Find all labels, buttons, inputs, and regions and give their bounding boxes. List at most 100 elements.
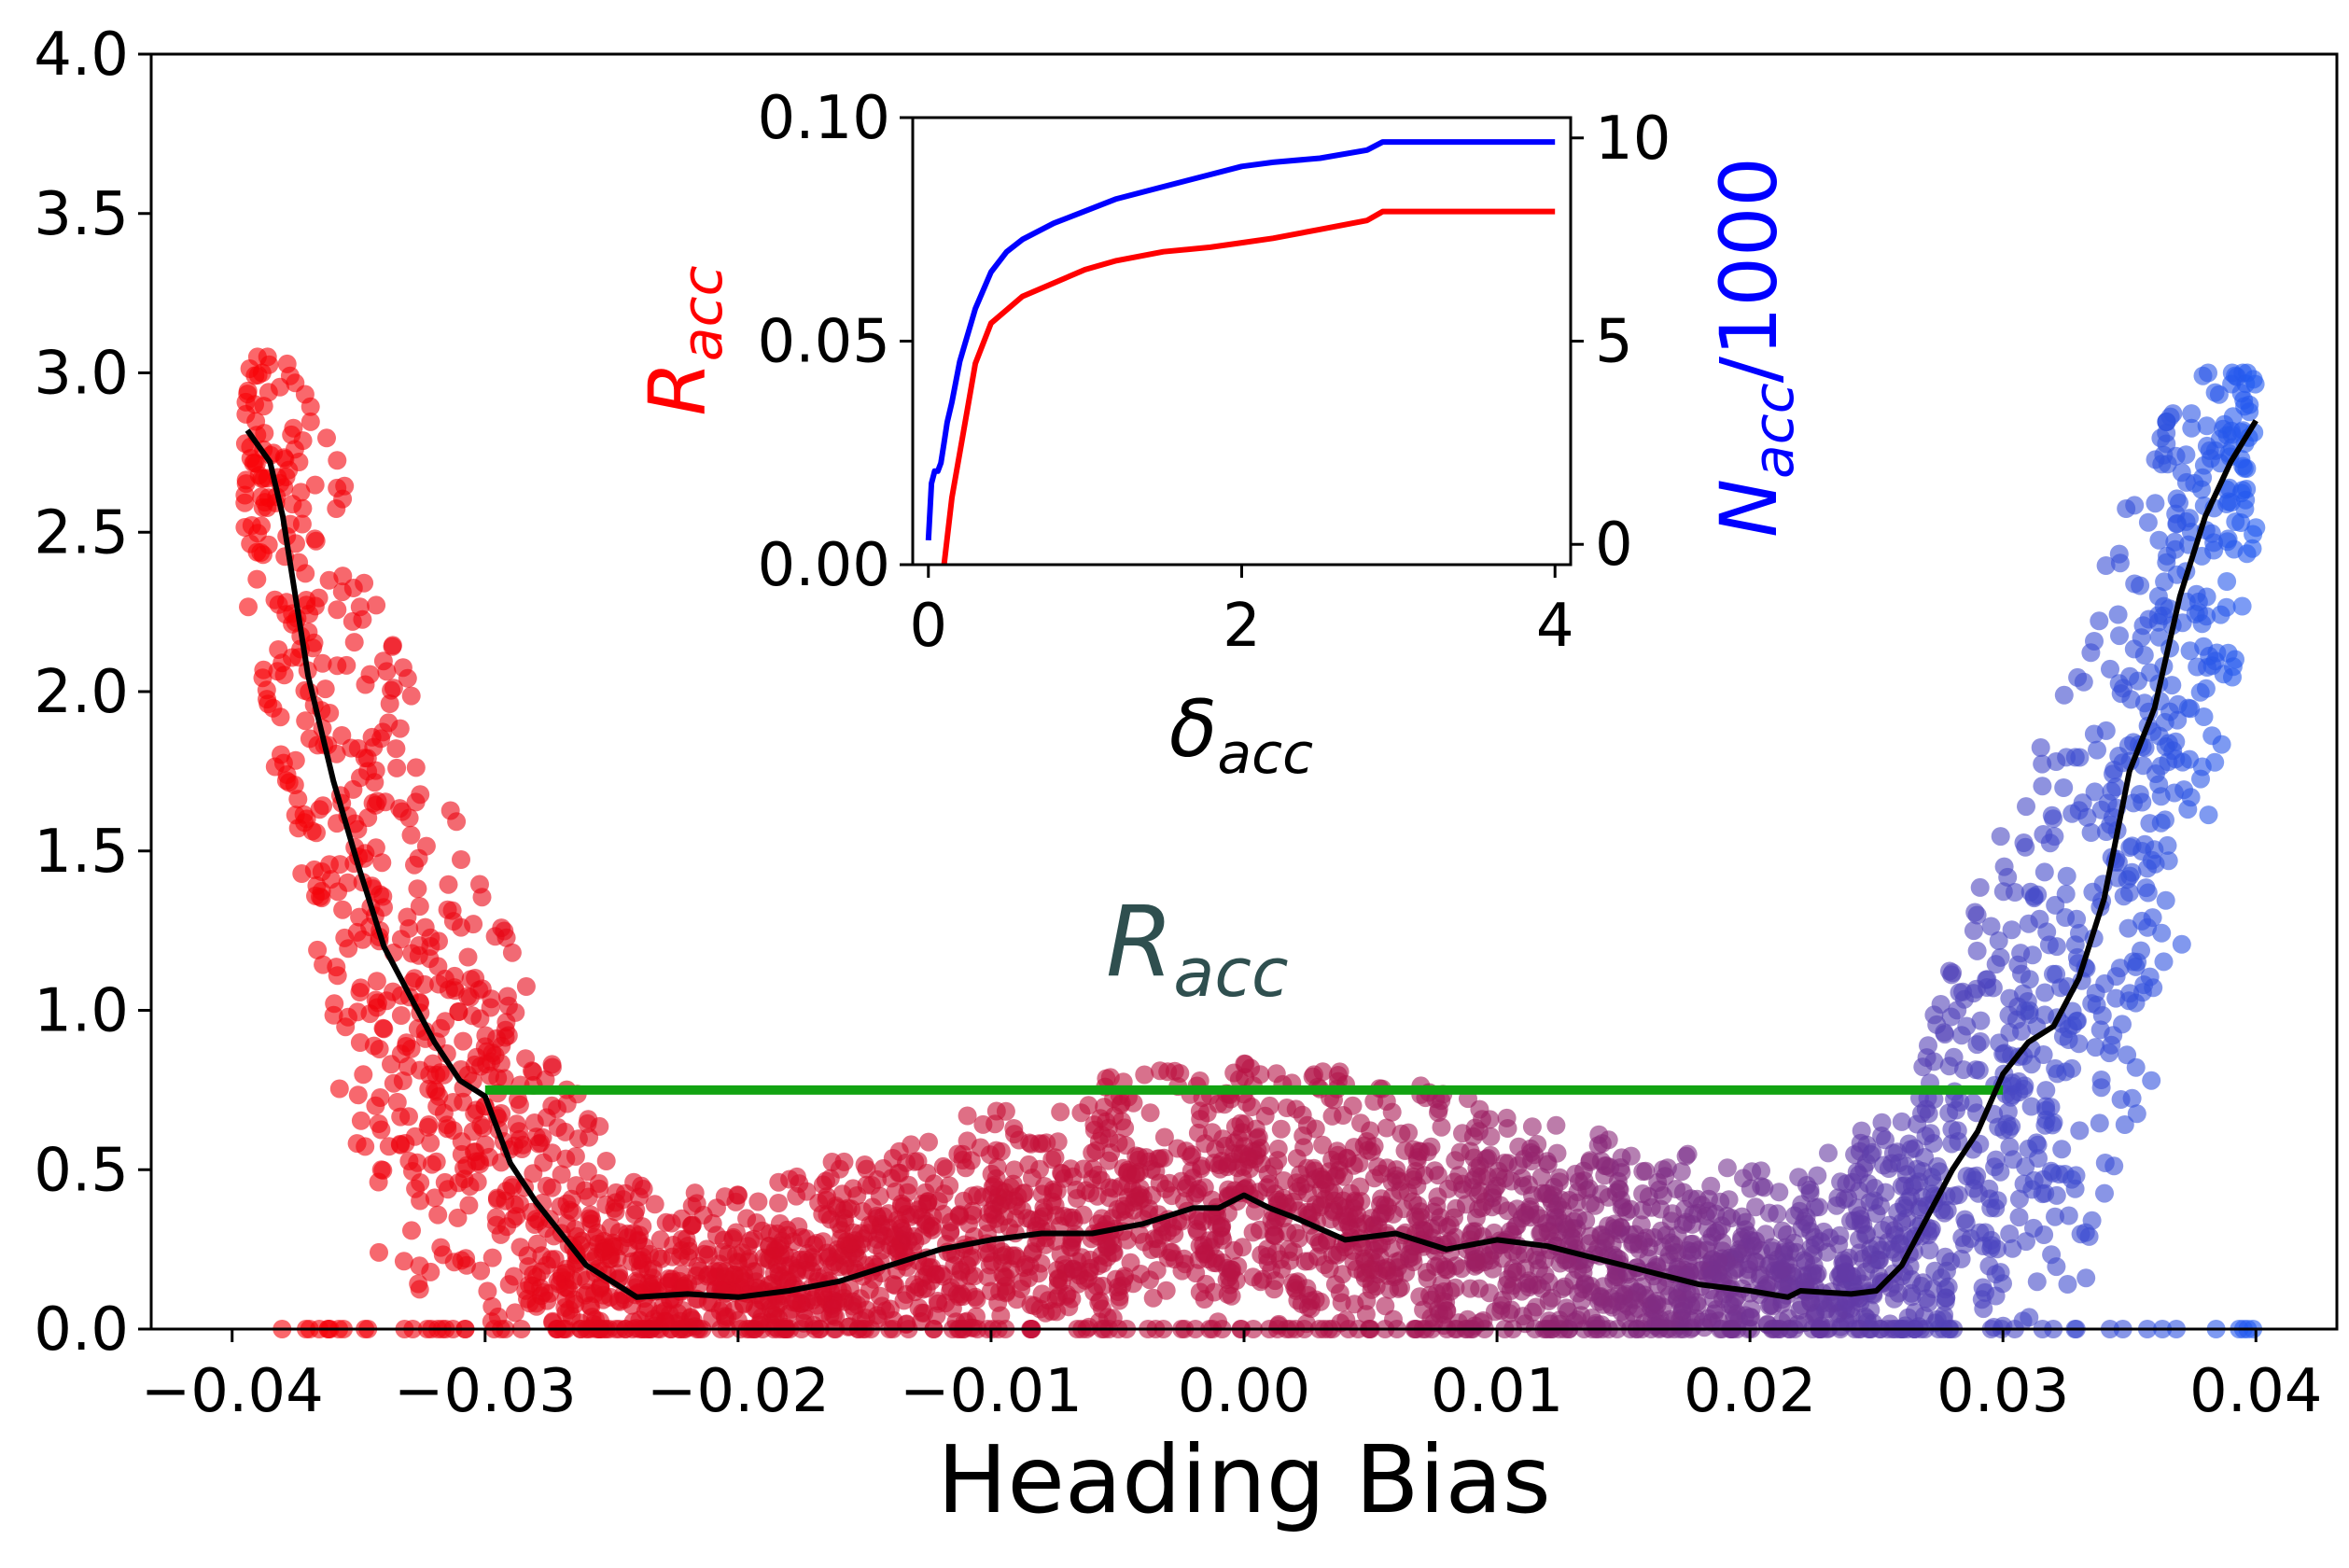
scatter-point	[2194, 707, 2214, 726]
scatter-point	[2156, 890, 2175, 910]
scatter-point	[589, 1174, 608, 1193]
scatter-point	[2154, 445, 2174, 465]
scatter-point	[1051, 1102, 1070, 1122]
scatter-point	[1407, 1151, 1427, 1170]
scatter-point	[2065, 1179, 2085, 1198]
scatter-point	[834, 1200, 854, 1220]
scatter-point	[245, 453, 264, 472]
scatter-point	[391, 1006, 411, 1025]
r-acc-annotation-subscript: acc	[1173, 933, 1288, 1012]
scatter-point	[371, 729, 391, 749]
scatter-point	[482, 1248, 502, 1267]
scatter-point	[2003, 1239, 2022, 1258]
scatter-point	[726, 1192, 746, 1211]
scatter-point	[1236, 1068, 1255, 1087]
scatter-point	[1493, 1290, 1513, 1309]
scatter-point	[934, 1204, 953, 1224]
scatter-point	[1268, 1139, 1288, 1158]
scatter-point	[529, 1134, 549, 1154]
scatter-point	[1993, 1274, 2012, 1294]
scatter-point	[1880, 1215, 1899, 1235]
scatter-point	[1595, 1166, 1615, 1185]
scatter-point	[377, 991, 397, 1011]
y-tick-label: 0.0	[34, 1295, 129, 1365]
scatter-point	[2008, 955, 2028, 974]
mean-curve-group	[245, 419, 2258, 1300]
scatter-point	[252, 469, 272, 488]
scatter-point	[296, 711, 315, 731]
scatter-point	[2104, 1156, 2124, 1176]
scatter-point	[2076, 1268, 2096, 1288]
scatter-point	[2192, 480, 2211, 499]
scatter-point	[1969, 1060, 1989, 1080]
scatter-point	[2057, 866, 2076, 886]
scatter-point	[1005, 1191, 1025, 1211]
scatter-point	[1564, 1312, 1584, 1332]
scatter-point	[2101, 659, 2119, 679]
scatter-point	[1762, 1238, 1782, 1257]
scatter-point	[1472, 1167, 1491, 1186]
x-tick-label: 0.02	[1684, 1357, 1817, 1426]
scatter-point	[605, 1198, 624, 1218]
scatter-point	[279, 773, 299, 792]
scatter-point	[1845, 1145, 1865, 1165]
scatter-point	[444, 1253, 464, 1272]
scatter-point	[442, 901, 462, 920]
scatter-point	[2133, 756, 2153, 776]
scatter-point	[1989, 931, 2008, 950]
scatter-point	[1481, 1127, 1501, 1146]
scatter-point	[475, 1037, 495, 1057]
scatter-point	[1633, 1162, 1653, 1182]
scatter-point	[354, 1065, 373, 1085]
scatter-point	[733, 1243, 752, 1263]
scatter-point	[436, 1012, 455, 1031]
scatter-point	[1913, 1162, 1932, 1181]
scatter-point	[1902, 1269, 1922, 1289]
scatter-point	[2166, 749, 2186, 769]
scatter-point	[1299, 1252, 1319, 1271]
scatter-point	[1901, 1140, 1921, 1159]
scatter-point	[1550, 1168, 1570, 1187]
scatter-point	[2047, 752, 2066, 771]
scatter-point	[1315, 1255, 1335, 1275]
scatter-point	[1190, 1282, 1209, 1302]
scatter-point	[814, 1283, 833, 1303]
scatter-point	[1028, 1264, 1048, 1283]
inset-x-label-main: δ	[1169, 683, 1217, 775]
inset-x-tick-label: 4	[1536, 592, 1574, 661]
scatter-point	[390, 799, 410, 819]
scatter-point	[2037, 922, 2057, 942]
scatter-point	[1872, 1113, 1892, 1132]
scatter-point	[2071, 1225, 2090, 1244]
scatter-point	[374, 1019, 394, 1039]
inset-y2-label-suffix: /1000	[1703, 157, 1795, 383]
scatter-point	[2051, 978, 2070, 998]
scatter-point	[1993, 882, 2013, 902]
scatter-point	[1279, 1239, 1298, 1259]
scatter-point	[1521, 1208, 1541, 1227]
scatter-point	[1759, 1203, 1779, 1223]
scatter-point	[2022, 1180, 2042, 1199]
scatter-point	[1890, 1154, 1909, 1172]
scatter-point	[1797, 1253, 1815, 1272]
scatter-point	[2058, 1275, 2077, 1294]
scatter-point	[2120, 984, 2140, 1003]
scatter-point	[1741, 1179, 1760, 1198]
scatter-point	[1920, 1240, 1939, 1260]
scatter-point	[1364, 1137, 1384, 1156]
scatter-point	[2138, 883, 2158, 903]
scatter-point	[370, 1242, 388, 1262]
scatter-point	[1432, 1117, 1451, 1137]
scatter-point	[2234, 458, 2254, 478]
scatter-point	[1084, 1159, 1103, 1179]
scatter-point	[2036, 1081, 2056, 1100]
scatter-point	[289, 553, 309, 572]
scatter-point	[2164, 783, 2184, 803]
scatter-point	[886, 1276, 905, 1295]
scatter-point	[2189, 603, 2208, 623]
scatter-point	[439, 1180, 457, 1199]
scatter-point	[931, 1265, 951, 1283]
scatter-point	[1795, 1272, 1814, 1292]
scatter-point	[1604, 1219, 1624, 1239]
